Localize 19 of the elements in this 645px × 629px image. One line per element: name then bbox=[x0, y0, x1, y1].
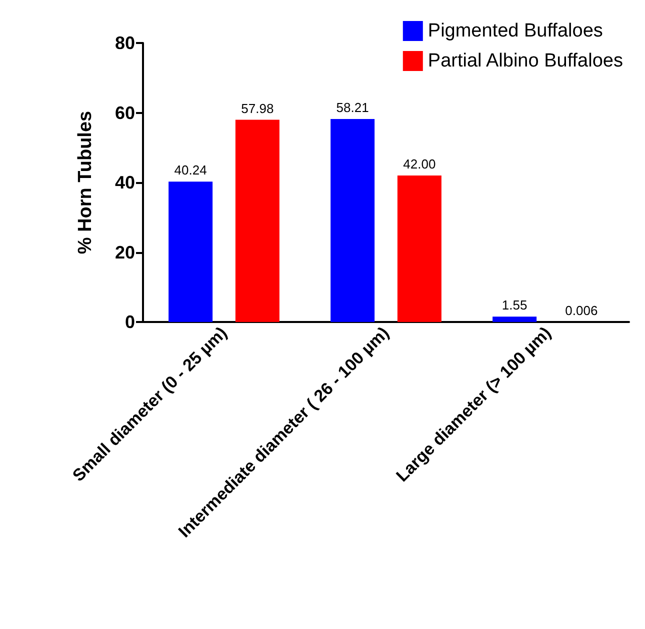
data-label: 40.24 bbox=[174, 162, 207, 178]
data-label: 0.006 bbox=[565, 302, 598, 318]
y-tick-label: 60 bbox=[114, 102, 135, 123]
bar bbox=[330, 118, 375, 322]
y-axis-title: % Horn Tubules bbox=[75, 110, 96, 254]
data-label: 57.98 bbox=[241, 100, 274, 116]
y-tick-label: 80 bbox=[114, 33, 135, 53]
bar bbox=[168, 182, 213, 322]
bar bbox=[492, 316, 537, 322]
data-label: 1.55 bbox=[502, 298, 528, 313]
legend-label: Pigmented Buffaloes bbox=[428, 20, 603, 42]
data-label: 58.21 bbox=[336, 100, 369, 115]
data-label: 42.00 bbox=[403, 156, 436, 172]
y-tick-label: 40 bbox=[114, 172, 135, 192]
bar bbox=[397, 176, 442, 322]
bar bbox=[235, 120, 280, 322]
y-tick-label: 0 bbox=[124, 312, 135, 332]
y-tick-label: 20 bbox=[114, 242, 135, 262]
legend-label: Partial Albino Buffaloes bbox=[428, 50, 623, 72]
